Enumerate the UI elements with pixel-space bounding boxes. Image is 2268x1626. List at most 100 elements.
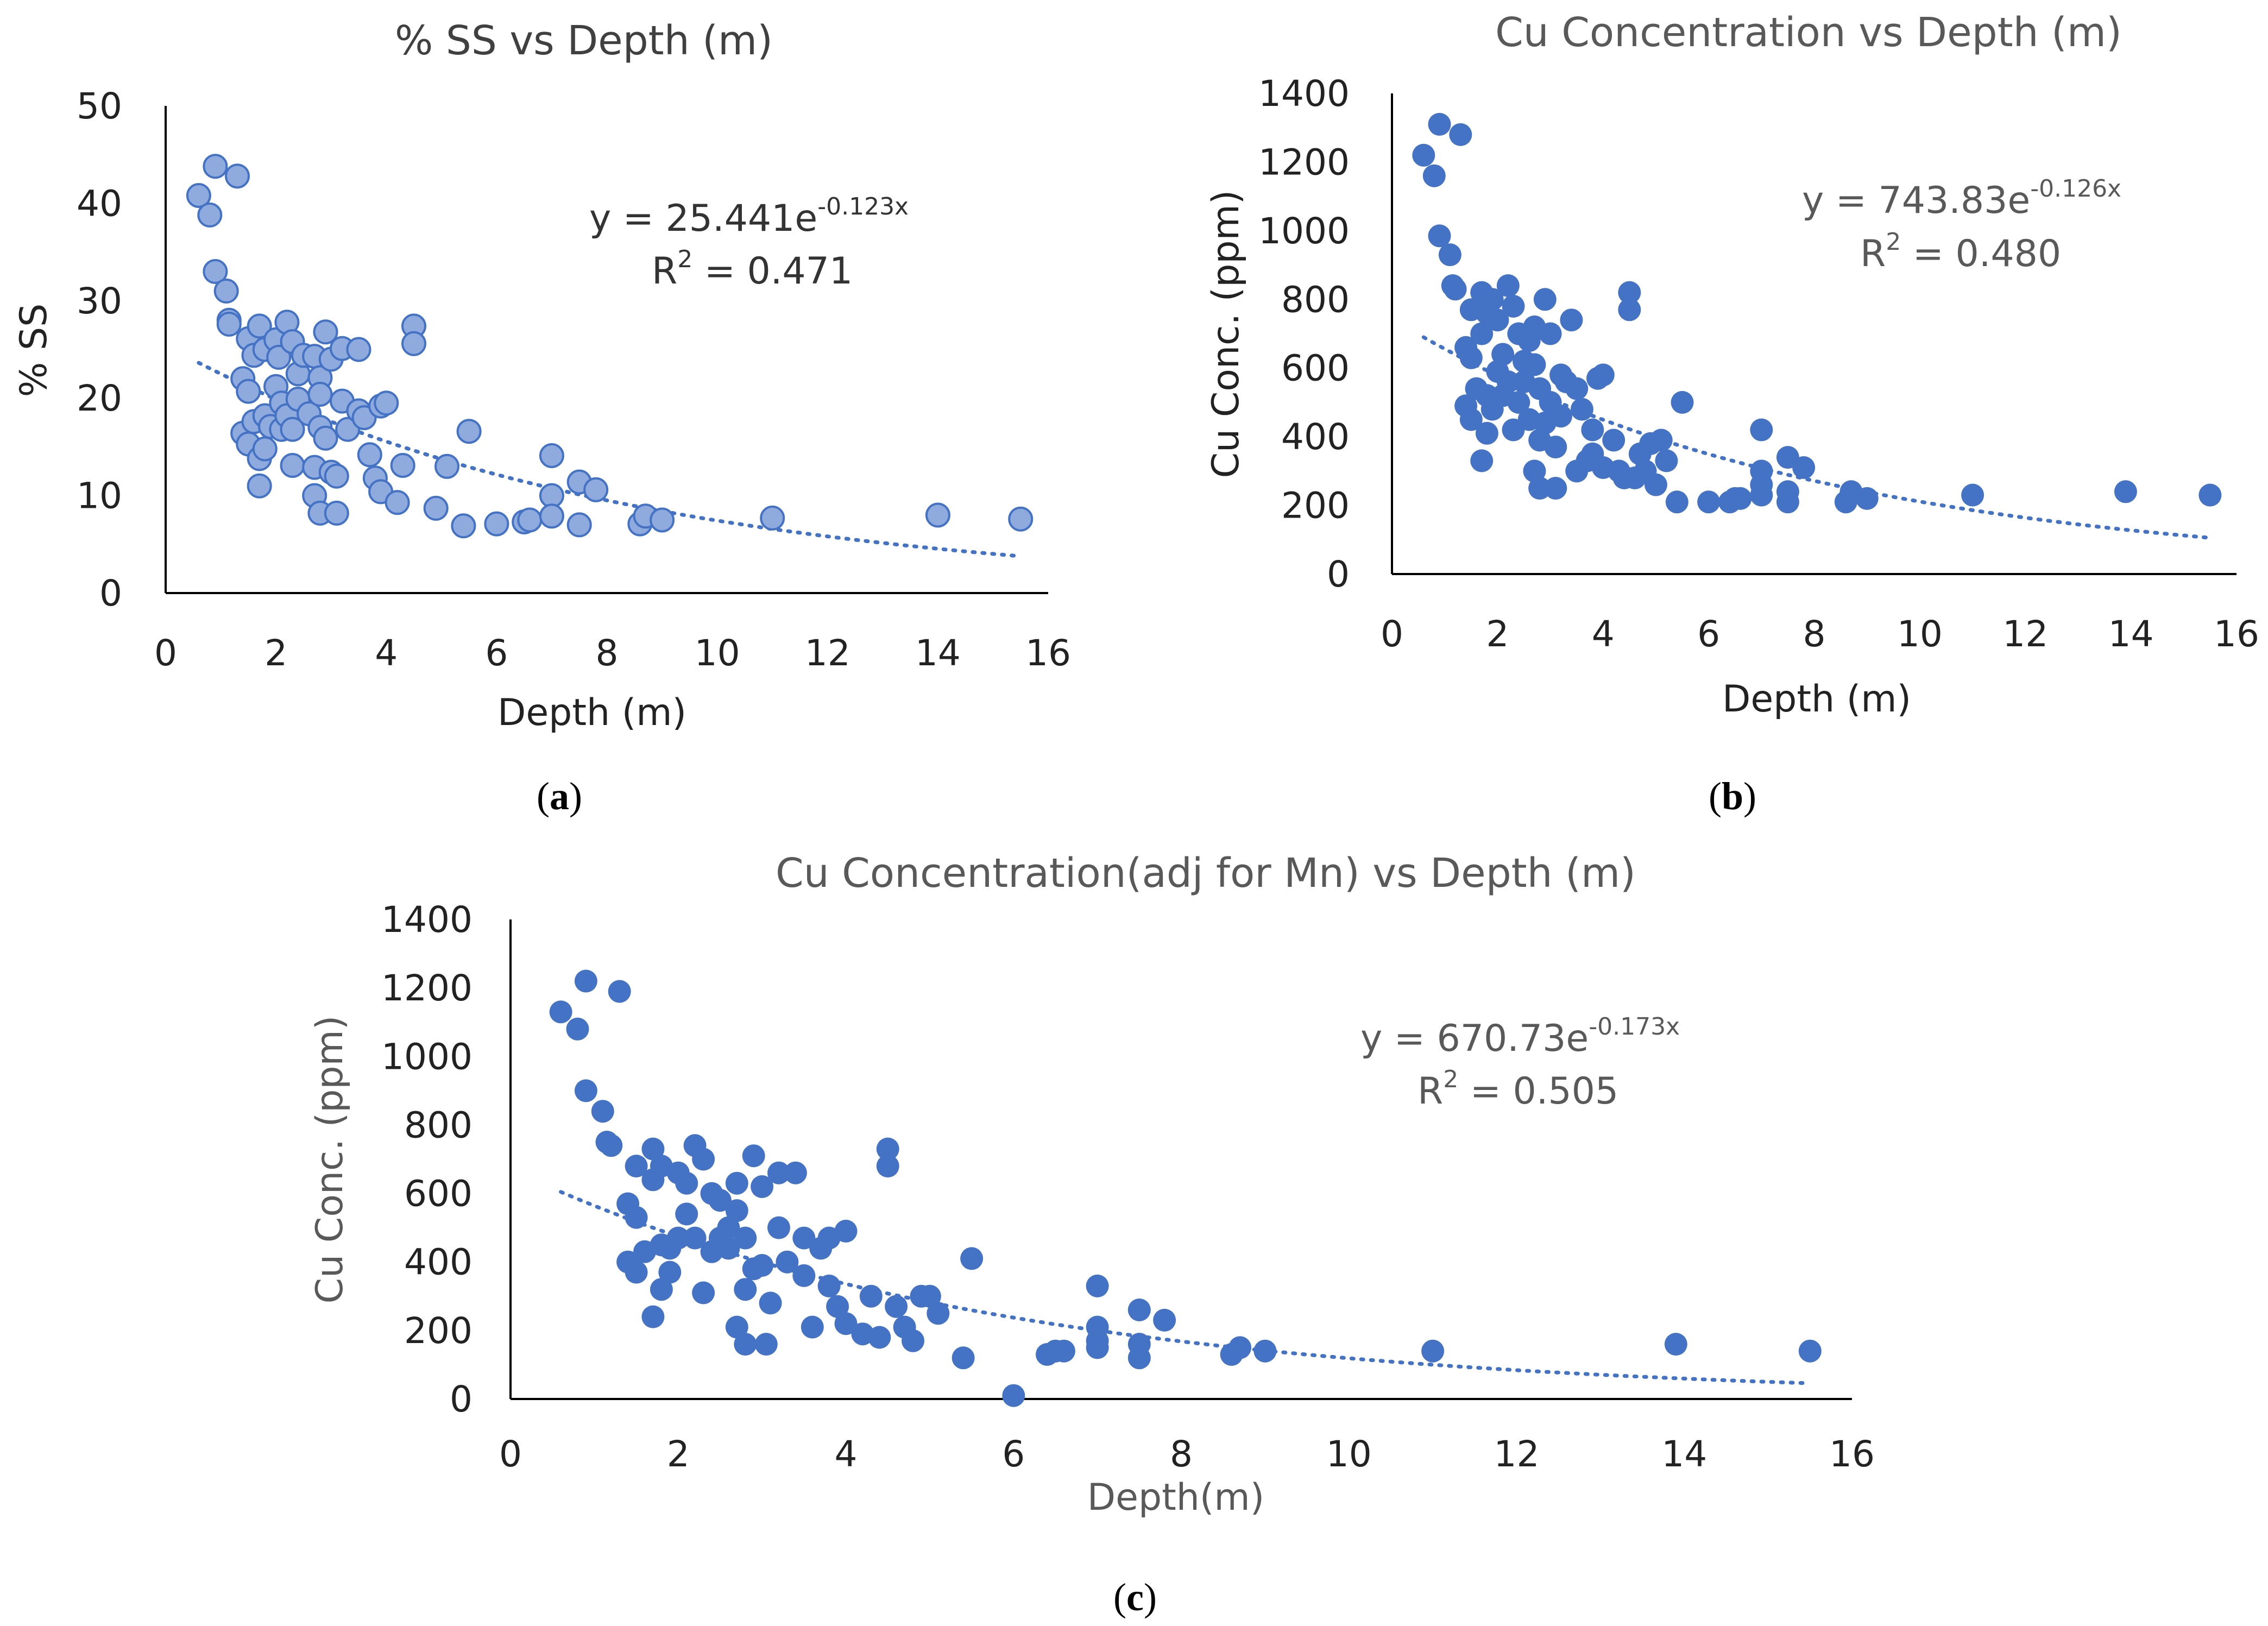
chart-c-x-tick-16: 16 [1829, 1433, 1875, 1475]
chart-a-point [357, 442, 382, 468]
chart-b-point [1523, 353, 1546, 376]
chart-c-y-tick-labels: 0 200 400 600 800 1000 1200 1400 [381, 899, 472, 1420]
chart-a-x-tick-12: 12 [805, 632, 850, 674]
chart-b-point [1776, 490, 1799, 514]
chart-c-point [801, 1315, 824, 1339]
chart-c-point [876, 1155, 899, 1178]
chart-c-point [725, 1171, 748, 1195]
chart-b-point [1444, 278, 1467, 301]
chart-c-y-tick-1200: 1200 [381, 967, 472, 1009]
chart-a-equation: y = 25.441e-0.123x [589, 193, 909, 240]
chart-a-points [186, 154, 1034, 539]
chart-b-x-tick-14: 14 [2108, 613, 2154, 655]
chart-a-point [324, 463, 349, 489]
panel-label-b: (b) [1709, 774, 1756, 818]
chart-c-point [574, 969, 597, 993]
chart-c-point [734, 1333, 757, 1356]
chart-a-point [213, 278, 239, 304]
chart-c-point [952, 1346, 975, 1370]
chart-a-point [650, 507, 675, 533]
chart-c-point [600, 1134, 623, 1157]
chart-c-x-tick-2: 2 [667, 1433, 690, 1475]
chart-b-point [1750, 418, 1773, 442]
chart-c-point [549, 1000, 572, 1024]
chart-a-point [484, 511, 509, 537]
chart-a-y-tick-50: 50 [77, 85, 122, 127]
chart-b-point [1470, 449, 1494, 472]
chart-b-point [1496, 274, 1520, 297]
chart-c-point [675, 1171, 698, 1195]
chart-a-x-tick-10: 10 [695, 632, 740, 674]
panel-label-a: (a) [537, 774, 582, 818]
chart-a-point [1008, 506, 1034, 532]
chart-c-point [1228, 1336, 1252, 1359]
chart-b-point [1644, 473, 1667, 496]
chart-b-point [1570, 398, 1593, 421]
chart-a-point [252, 436, 278, 462]
chart-a-x-tick-16: 16 [1025, 632, 1071, 674]
panel-label-c: (c) [1113, 1575, 1157, 1619]
chart-b-y-tick-labels: 0 200 400 600 800 1000 1200 1400 [1258, 73, 1350, 595]
chart-c-point [658, 1261, 682, 1284]
chart-c-point [1086, 1336, 1109, 1359]
chart-c-point [792, 1226, 816, 1250]
chart-a-point [266, 344, 292, 370]
chart-c-point [625, 1155, 648, 1178]
chart-c-point [708, 1189, 732, 1212]
chart-c-x-tick-12: 12 [1494, 1433, 1540, 1475]
chart-b-point [1491, 343, 1515, 366]
chart-a-point [401, 331, 426, 356]
chart-b-x-tick-4: 4 [1592, 613, 1615, 655]
chart-c-y-tick-600: 600 [404, 1173, 472, 1215]
chart-b-y-tick-200: 200 [1281, 485, 1350, 527]
chart-c-point [1052, 1339, 1075, 1363]
chart-c-x-tick-14: 14 [1661, 1433, 1707, 1475]
chart-a-point [346, 337, 371, 362]
chart-c-point [751, 1175, 774, 1198]
chart-a-y-tick-20: 20 [77, 377, 122, 419]
chart-b-point [1581, 418, 1604, 442]
chart-c-point [754, 1333, 778, 1356]
chart-c-point [734, 1278, 757, 1301]
chart-b-x-tick-0: 0 [1381, 613, 1403, 655]
chart-c-x-tick-8: 8 [1170, 1433, 1193, 1475]
chart-c-y-tick-1400: 1400 [381, 899, 472, 941]
chart-c-point [608, 980, 631, 1003]
chart-b-point [1961, 483, 1984, 507]
chart-b-r-squared: R2 = 0.480 [1860, 228, 2061, 275]
chart-c-y-tick-1000: 1000 [381, 1036, 472, 1077]
chart-a-point [236, 379, 261, 404]
chart-b-x-tick-6: 6 [1697, 613, 1720, 655]
chart-c-point [868, 1326, 891, 1349]
chart-b-y-tick-600: 600 [1281, 348, 1350, 389]
chart-b-point [1665, 490, 1689, 514]
chart-a-r-squared: R2 = 0.471 [652, 245, 853, 293]
chart-a-point [539, 443, 564, 468]
chart-a-point [451, 513, 476, 539]
chart-c-point [1086, 1274, 1109, 1297]
chart-c-point [717, 1216, 740, 1239]
chart-a-y-tick-labels: 0 10 20 30 40 50 [77, 85, 122, 614]
chart-c-point [650, 1278, 673, 1301]
chart-c-title: Cu Concentration(adj for Mn) vs Depth (m… [776, 850, 1636, 897]
chart-b-point [1422, 164, 1446, 187]
chart-b-point [1496, 370, 1520, 393]
chart-a-point [247, 473, 272, 499]
chart-a-point [385, 490, 410, 515]
chart-c-point [885, 1295, 908, 1318]
chart-b-point [1655, 449, 1678, 472]
chart-b-point [1502, 294, 1525, 318]
chart-b-point [1855, 487, 1879, 510]
chart-b-point [1591, 363, 1615, 387]
chart-a-point [925, 502, 950, 528]
chart-a-point [280, 453, 305, 478]
chart-b-point [1428, 224, 1451, 248]
chart-b-point [1523, 459, 1546, 483]
chart-c-point [1127, 1346, 1151, 1370]
chart-a-point [203, 259, 228, 284]
chart-a-point [390, 453, 415, 478]
chart-c-point [817, 1274, 841, 1297]
chart-b-equation: y = 743.83e-0.126x [1802, 175, 2121, 222]
chart-b-point [1449, 123, 1472, 146]
